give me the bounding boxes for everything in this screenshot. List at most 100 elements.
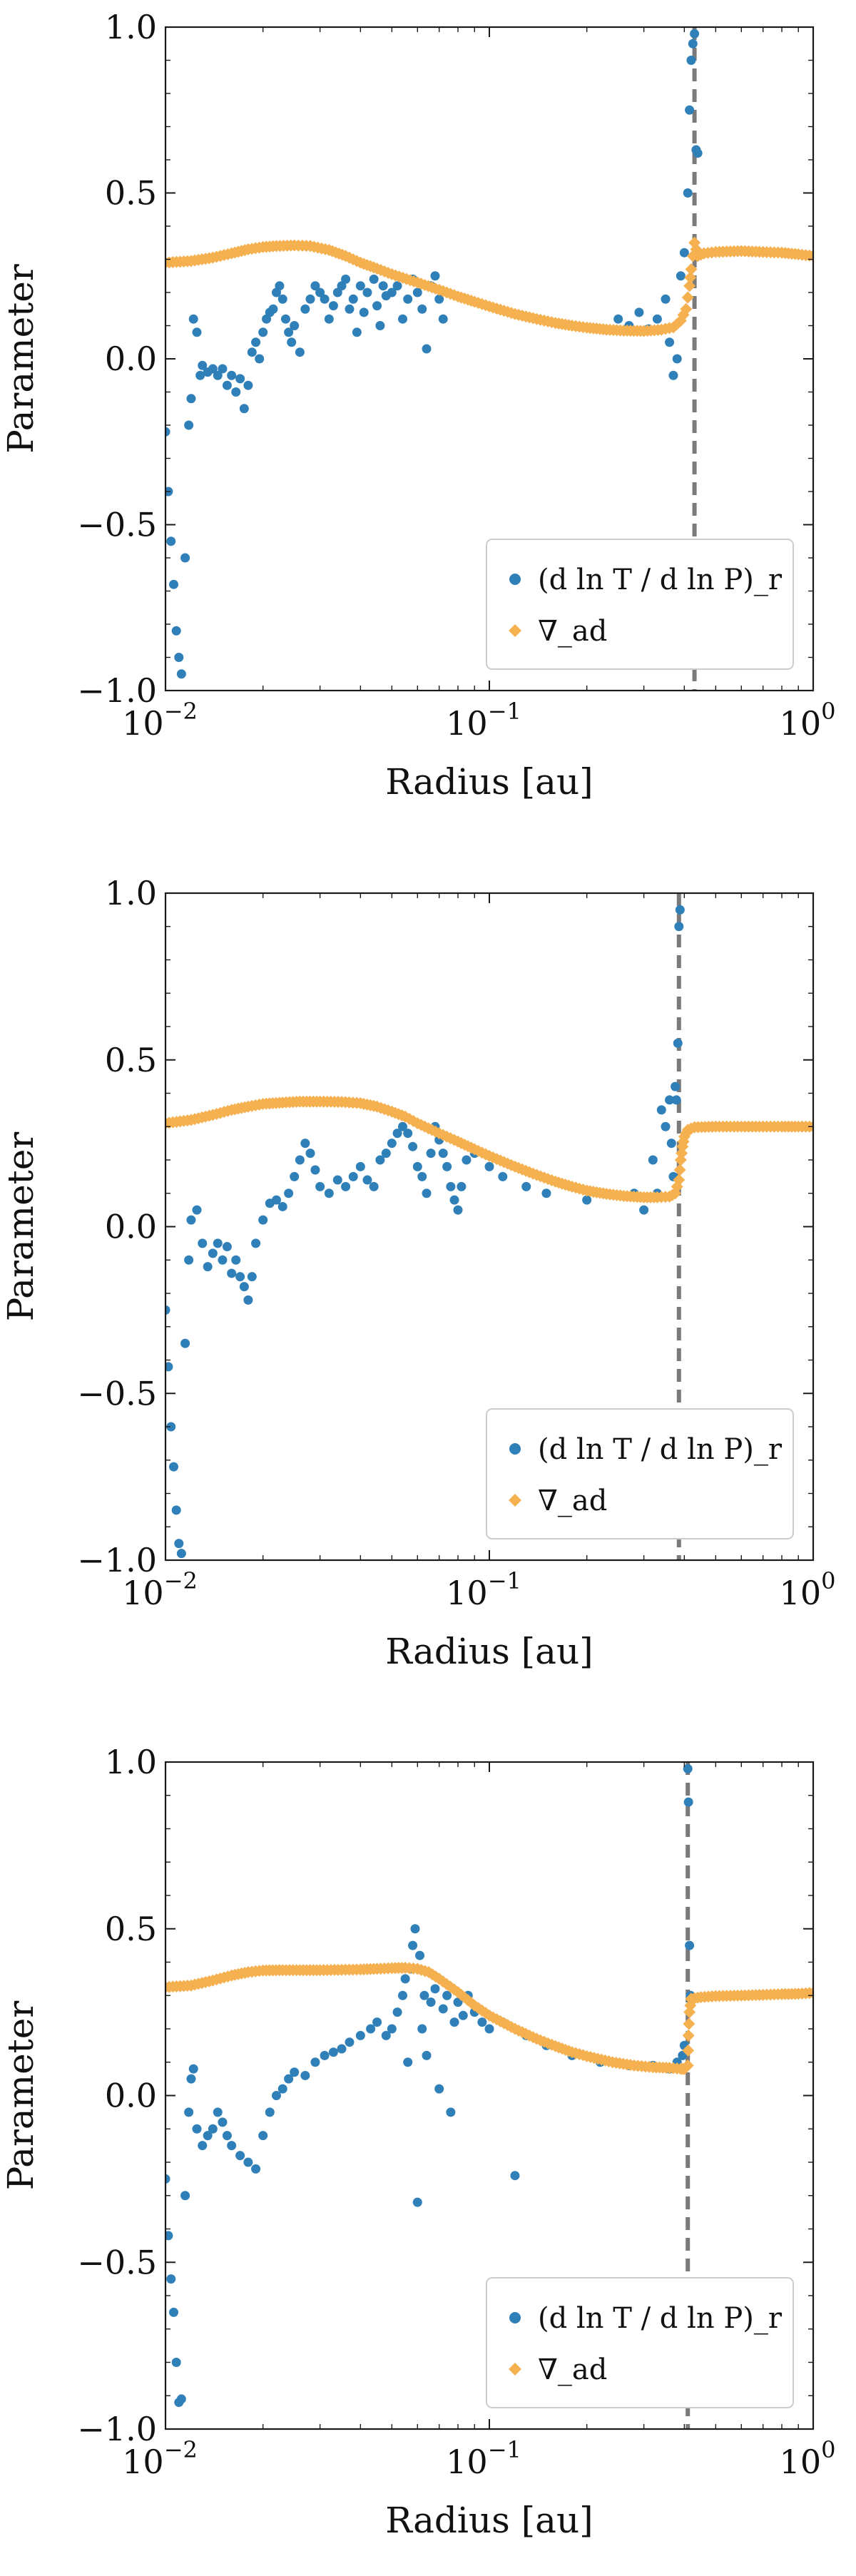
data-point-diamond [731,1120,744,1133]
data-point [251,337,261,347]
y-tick-label: −0.5 [77,506,157,544]
data-point [324,1188,334,1198]
data-point [392,281,402,291]
data-point [458,2010,468,2020]
data-point [442,1990,452,2000]
data-point [462,1155,472,1165]
data-point-diamond [562,1179,575,1192]
data-point [387,1139,397,1149]
data-point-diamond [350,1963,363,1976]
data-point [243,380,253,390]
data-point-diamond [772,1120,785,1133]
data-point-diamond [253,1098,265,1111]
data-point-diamond [681,291,694,304]
x-tick-base: 10 [780,704,822,743]
plot-area [165,27,813,691]
legend-marker-diamond [509,1494,521,1507]
data-point [398,1121,408,1131]
data-point [176,2394,186,2404]
data-point [192,327,202,337]
data-point [408,1141,418,1151]
data-point [362,1175,372,1185]
data-point [442,1161,452,1171]
data-point-diamond [660,2062,673,2074]
data-point [412,1161,422,1171]
data-point [484,2024,494,2034]
data-point [438,2004,448,2014]
data-point [352,327,362,337]
data-point [639,1205,649,1215]
data-point [186,394,196,404]
data-point-diamond [332,1963,345,1976]
data-point [231,1255,241,1265]
data-point [403,2057,413,2067]
legend-label-adiabatic: ∇_ad [538,615,607,648]
data-point-diamond [285,239,297,252]
plot-area [165,1762,813,2429]
data-point-diamond [705,246,718,259]
x-tick-base: 10 [446,704,488,743]
x-tick-exponent: −1 [488,2436,521,2463]
y-tick-label: −1.0 [77,1541,157,1579]
y-tick-label: 0.5 [105,174,157,213]
data-point-diamond [310,1964,323,1977]
data-point-diamond [731,1989,744,2002]
data-point [320,2050,330,2060]
data-point-diamond [614,1189,627,1202]
data-point [648,1155,658,1165]
data-point-diamond [705,1990,718,2003]
plot-area [165,893,813,1560]
data-point [168,579,178,589]
data-point-diamond [648,1191,661,1203]
data-point-diamond [395,1962,408,1975]
data-point [277,294,287,304]
data-point [683,188,693,198]
data-point-diamond [685,1122,698,1135]
data-point [341,1181,351,1191]
data-point [434,2084,444,2094]
data-point [412,2197,422,2207]
y-axis-label: Parameter [0,1132,41,1322]
y-tick-label: 1.0 [105,1743,157,1781]
legend-label-gradient: (d ln T / d ln P)_r [538,1433,783,1466]
data-point [430,271,440,281]
data-point [430,1984,440,1994]
data-point [446,2107,456,2117]
data-point [198,2141,208,2151]
data-point [366,2024,376,2034]
data-point [176,1549,186,1559]
data-point [359,307,369,317]
data-point [369,1181,379,1191]
data-point-diamond [684,1999,697,2012]
data-point [222,1242,232,1252]
data-point [422,2050,432,2060]
legend-label-adiabatic: ∇_ad [538,2353,607,2386]
x-tick-base: 10 [446,1574,488,1612]
data-point [166,536,176,546]
legend-box [486,2277,794,2408]
data-point-diamond [407,1962,420,1975]
legend-marker-circle [509,574,521,585]
data-point [582,1195,592,1205]
data-point [665,1095,675,1105]
data-point [300,304,310,314]
data-point [674,922,684,932]
data-point [690,29,700,39]
x-tick-label: 10−1 [446,698,521,743]
x-tick-label: 100 [780,1567,836,1612]
data-point [213,2107,223,2117]
data-point [218,364,228,374]
x-axis-label: Radius [au] [385,2500,593,2541]
data-point-diamond [181,255,194,268]
data-point-diamond [253,241,265,254]
data-point [227,370,237,380]
data-point [683,1797,693,1807]
data-point [305,1149,315,1159]
data-point [661,1121,671,1131]
data-point [203,1262,213,1272]
data-point [348,1171,358,1181]
x-tick-exponent: −1 [488,1567,521,1594]
data-point [453,1205,463,1215]
